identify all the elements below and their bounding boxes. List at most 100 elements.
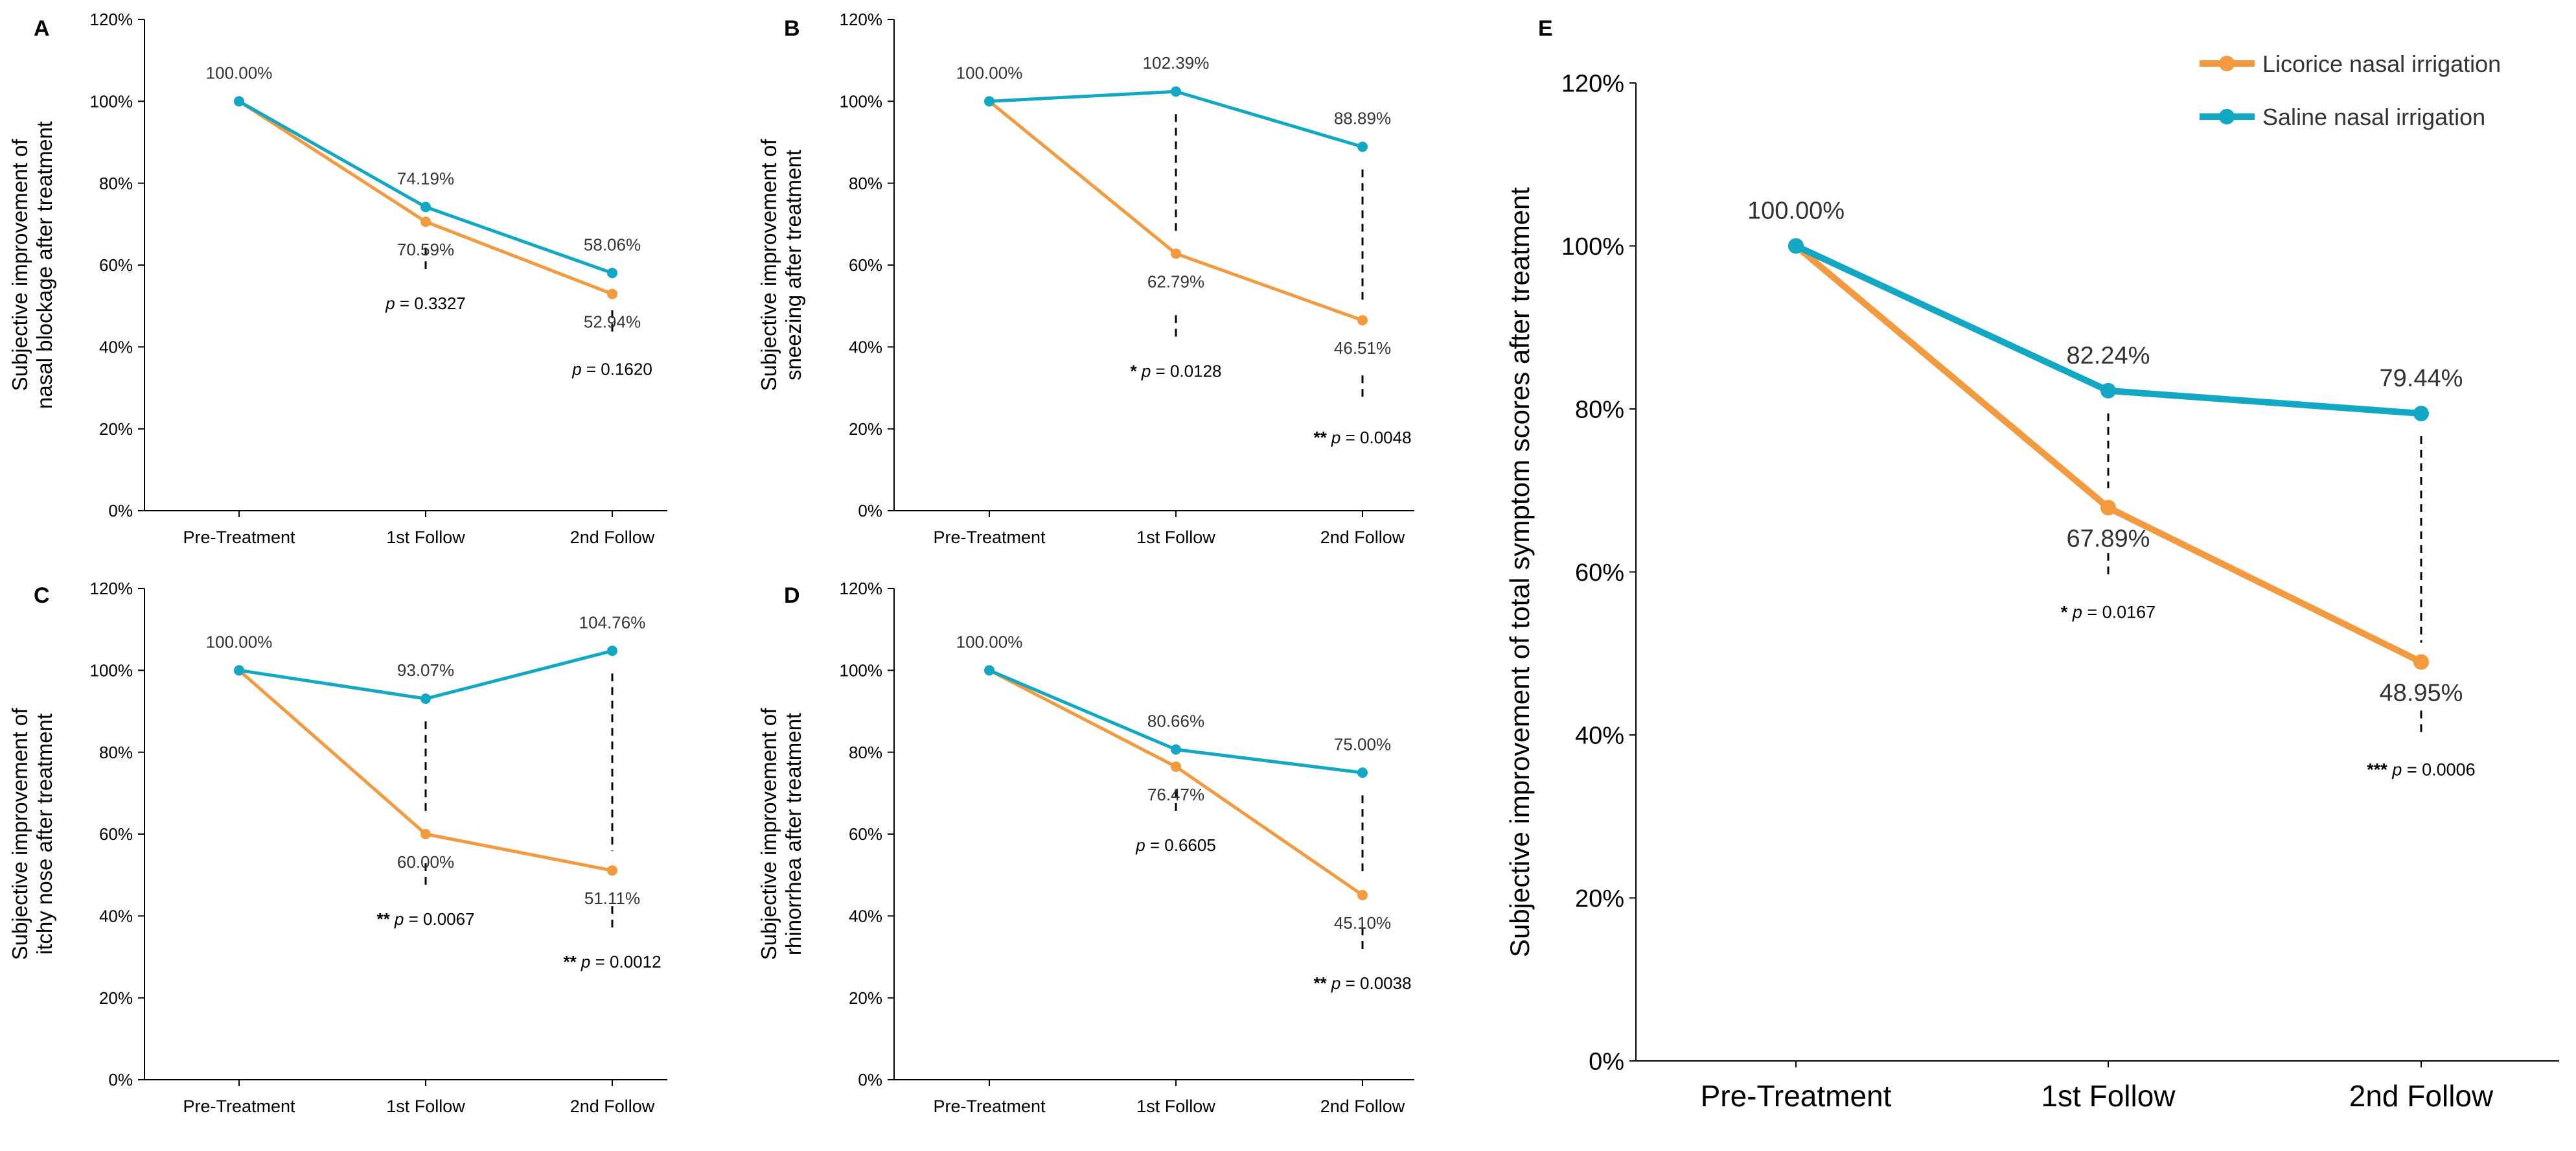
legend-label-licorice: Licorice nasal irrigation xyxy=(2262,51,2501,77)
data-label: 100.00% xyxy=(1747,198,1845,225)
y-axis-label: Subjective improvement ofnasal blockage … xyxy=(8,121,56,409)
y-tick-label: 40% xyxy=(1575,722,1624,749)
data-label: 100.00% xyxy=(956,632,1023,651)
data-point-saline xyxy=(1357,141,1368,152)
p-number: = 0.0006 xyxy=(2402,760,2475,779)
y-tick-label: 20% xyxy=(849,988,882,1008)
y-axis-label-line: nasal blockage after treatment xyxy=(32,121,56,409)
p-value: ** p = 0.0038 xyxy=(1313,973,1411,993)
data-label: 88.89% xyxy=(1334,109,1391,128)
y-tick-label: 0% xyxy=(108,501,133,520)
y-tick-label: 100% xyxy=(90,91,133,111)
p-value: * p = 0.0167 xyxy=(2061,602,2156,622)
y-tick-label: 120% xyxy=(840,10,883,29)
x-tick-label: 1st Follow xyxy=(386,1097,465,1116)
data-point-licorice xyxy=(607,865,617,876)
y-axis-label: Subjective improvement ofsneezing after … xyxy=(757,139,805,391)
p-number: = 0.1620 xyxy=(582,360,652,379)
p-symbol: p xyxy=(394,909,404,929)
data-point-licorice xyxy=(1171,248,1181,259)
data-point-saline xyxy=(984,665,995,676)
data-label: 48.95% xyxy=(2380,679,2463,706)
x-tick-label: 2nd Follow xyxy=(570,1097,655,1116)
p-value: *** p = 0.0006 xyxy=(2367,760,2475,779)
p-stars: * xyxy=(2061,602,2073,622)
panel-letter: B xyxy=(784,16,800,41)
data-point-licorice xyxy=(1357,315,1368,326)
x-tick-label: 2nd Follow xyxy=(570,528,655,547)
y-tick-label: 80% xyxy=(849,174,882,193)
p-value: ** p = 0.0012 xyxy=(563,952,661,971)
y-tick-label: 20% xyxy=(1575,885,1624,913)
p-value: ** p = 0.0067 xyxy=(376,909,474,929)
p-stars: * xyxy=(1131,361,1142,380)
p-value: * p = 0.0128 xyxy=(1131,361,1222,380)
data-label: 45.10% xyxy=(1334,913,1391,933)
y-axis-label-line: Subjective improvement of xyxy=(757,139,781,391)
y-tick-label: 0% xyxy=(108,1070,133,1089)
y-axis-label-line: Subjective improvement of xyxy=(8,139,32,391)
data-label: 102.39% xyxy=(1143,53,1210,73)
legend: Licorice nasal irrigation Saline nasal ir… xyxy=(2200,51,2501,130)
y-tick-label: 20% xyxy=(99,419,133,439)
p-stars: ** xyxy=(1313,973,1331,993)
x-tick-label: Pre-Treatment xyxy=(183,1097,295,1116)
y-tick-label: 60% xyxy=(1575,559,1624,587)
y-axis-label: Subjective improvement ofitchy nose afte… xyxy=(8,708,56,960)
data-label: 79.44% xyxy=(2380,365,2463,392)
y-tick-label: 80% xyxy=(849,743,882,762)
y-tick-label: 60% xyxy=(849,824,882,844)
data-point-saline xyxy=(607,268,617,279)
data-label: 104.76% xyxy=(579,612,646,632)
panel-a: A 0% 20% 40% 60% 80% 100% 120% Pre-Treatment 1st … xyxy=(8,10,667,547)
p-number: = 0.0067 xyxy=(404,909,474,929)
panel-b: B 0% 20% 40% 60% 80% 100% 120% Pre-Treatment 1st … xyxy=(757,10,1414,547)
p-number: = 0.0012 xyxy=(590,952,661,971)
y-tick-label: 100% xyxy=(90,660,133,680)
data-point-saline xyxy=(2100,382,2116,399)
x-tick-label: 1st Follow xyxy=(386,528,465,547)
y-tick-label: 120% xyxy=(840,579,883,598)
panel-letter: C xyxy=(34,583,50,608)
data-label: 76.47% xyxy=(1147,785,1204,804)
y-tick-label: 40% xyxy=(849,337,882,356)
x-tick-label: 2nd Follow xyxy=(1320,528,1405,547)
data-label: 100.00% xyxy=(206,63,273,82)
y-tick-label: 80% xyxy=(1575,396,1624,423)
p-number: = 0.0167 xyxy=(2082,602,2156,622)
data-label: 67.89% xyxy=(2067,525,2150,552)
data-point-licorice xyxy=(420,216,431,227)
p-value: p = 0.3327 xyxy=(385,294,466,313)
y-tick-label: 100% xyxy=(840,91,883,111)
p-stars: ** xyxy=(1313,428,1331,447)
y-axis-label-line: sneezing after treatment xyxy=(781,150,805,380)
data-point-saline xyxy=(607,645,617,657)
p-number: = 0.6605 xyxy=(1145,835,1216,855)
p-symbol: p xyxy=(581,952,590,971)
y-tick-label: 120% xyxy=(1561,70,1624,97)
p-value: p = 0.6605 xyxy=(1135,835,1216,855)
data-point-licorice xyxy=(1357,890,1368,901)
data-point-licorice xyxy=(420,829,431,839)
data-label: 80.66% xyxy=(1147,711,1204,730)
y-tick-label: 80% xyxy=(99,743,133,762)
series-line-licorice xyxy=(988,669,1364,897)
p-value: ** p = 0.0048 xyxy=(1313,428,1411,447)
x-tick-label: 1st Follow xyxy=(1136,528,1215,547)
panel-e: E 0% 20% 40% 60% 80% 100% 120% Pre-Treatment 1st … xyxy=(1504,16,2559,1113)
panel-c: C 0% 20% 40% 60% 80% 100% 120% Pre-Treatment 1st … xyxy=(8,579,667,1116)
data-label: 46.51% xyxy=(1334,338,1391,358)
data-label: 75.00% xyxy=(1334,734,1391,754)
y-tick-label: 60% xyxy=(99,824,133,844)
x-tick-label: 1st Follow xyxy=(1136,1097,1215,1116)
y-tick-label: 0% xyxy=(1589,1048,1624,1075)
p-number: = 0.3327 xyxy=(395,294,466,313)
data-label: 82.24% xyxy=(2067,342,2150,369)
panel-letter: E xyxy=(1538,16,1553,41)
x-tick-label: 2nd Follow xyxy=(1320,1097,1405,1116)
data-label: 74.19% xyxy=(397,169,454,188)
x-tick-label: Pre-Treatment xyxy=(933,1097,1046,1116)
y-tick-label: 100% xyxy=(840,660,883,680)
y-tick-label: 0% xyxy=(858,1070,882,1089)
